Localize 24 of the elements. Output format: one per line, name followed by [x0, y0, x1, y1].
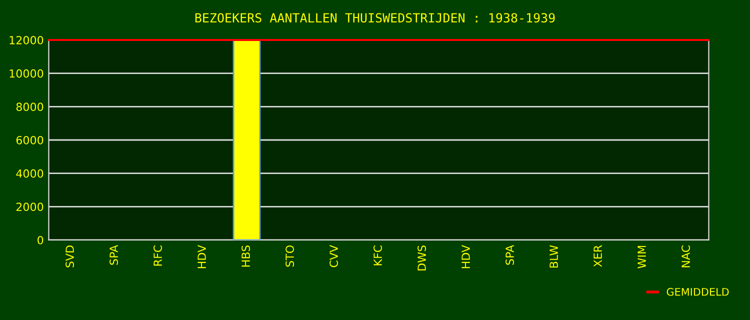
x-tick-label: CVV: [330, 244, 338, 268]
x-tick-label: STO: [286, 245, 294, 267]
x-tick-label: RFC: [154, 245, 162, 266]
x-tick-label: KFC: [374, 245, 382, 266]
x-tick-label: SPA: [110, 244, 118, 265]
x-tick-label: SPA: [506, 244, 514, 265]
chart-title: BEZOEKERS AANTALLEN THUISWEDSTRIJDEN : 1938-1939: [195, 13, 555, 23]
y-tick-label: 8000: [16, 102, 44, 112]
y-tick-label: 6000: [16, 136, 44, 144]
x-tick-label: NAC: [682, 245, 690, 268]
y-tick-label: 12000: [10, 36, 44, 44]
legend-label: GEMIDDELD: [666, 288, 729, 296]
x-tick-label: BLW: [550, 245, 558, 268]
x-tick-label: XER: [594, 245, 602, 267]
y-tick-label: 10000: [10, 69, 44, 78]
x-tick-label: HDV: [198, 244, 206, 268]
x-tick-label: SVD: [66, 246, 74, 268]
y-tick-label: 4000: [16, 169, 44, 178]
x-tick-label: HDV: [462, 244, 470, 268]
x-tick-label: DWS: [418, 245, 426, 270]
y-tick-label: 0: [38, 236, 44, 244]
x-tick-label: WIM: [638, 246, 646, 268]
y-tick-label: 2000: [16, 202, 44, 212]
x-tick-label: HBS: [242, 245, 250, 267]
